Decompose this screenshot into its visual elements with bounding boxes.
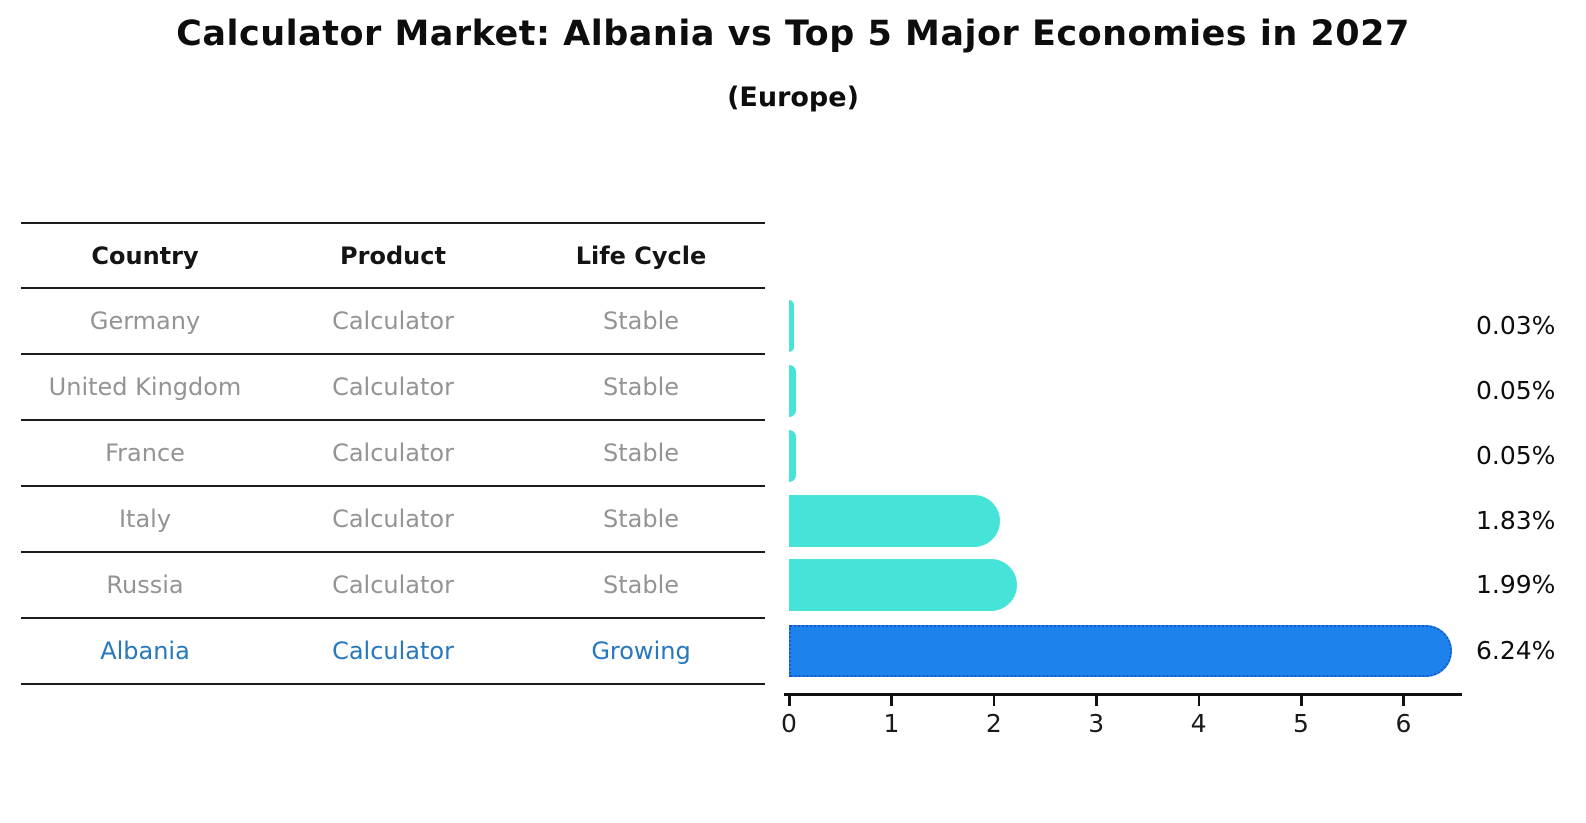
x-tick-label: 2 xyxy=(985,709,1002,738)
life-cycle-cell: Stable xyxy=(602,307,680,335)
x-tick-mark xyxy=(890,696,893,706)
x-tick-mark xyxy=(1300,696,1303,706)
life-cycle-cell: Stable xyxy=(602,439,680,467)
x-tick-mark xyxy=(788,696,791,706)
table-row-russia: Russia Calculator Stable xyxy=(21,553,765,619)
bar-france xyxy=(789,430,796,482)
x-tick-6: 6 xyxy=(1379,696,1427,738)
value-label-albania: 6.24% xyxy=(1476,636,1556,665)
chart-subtitle: (Europe) xyxy=(727,82,859,113)
table-row-united-kingdom: United Kingdom Calculator Stable xyxy=(21,355,765,421)
table-row-italy: Italy Calculator Stable xyxy=(21,487,765,553)
life-cycle-cell: Stable xyxy=(602,571,680,599)
column-header-country: Country xyxy=(91,241,199,270)
product-cell: Calculator xyxy=(332,373,454,401)
x-axis: 0 1 2 3 4 5 6 xyxy=(781,693,1462,753)
chart-title: Calculator Market: Albania vs Top 5 Majo… xyxy=(176,14,1410,54)
x-tick-mark xyxy=(1095,696,1098,706)
value-label-russia: 1.99% xyxy=(1476,570,1556,599)
bar-row-germany: 0.03% xyxy=(789,300,1555,352)
x-tick-mark xyxy=(1402,696,1405,706)
bar-germany xyxy=(789,300,794,352)
value-label-germany: 0.03% xyxy=(1476,311,1556,340)
x-tick-mark xyxy=(1197,696,1201,706)
x-tick-label: 4 xyxy=(1190,709,1207,738)
product-cell: Calculator xyxy=(332,505,454,533)
bar-row-united-kingdom: 0.05% xyxy=(789,365,1555,417)
x-tick-5: 5 xyxy=(1277,696,1325,738)
country-cell: Russia xyxy=(106,571,184,599)
bar-row-italy: 1.83% xyxy=(789,495,1555,547)
x-axis-line xyxy=(784,693,1462,696)
bar-row-france: 0.05% xyxy=(789,430,1555,482)
bar-russia xyxy=(789,559,1017,611)
x-tick-label: 0 xyxy=(781,709,797,738)
value-label-united-kingdom: 0.05% xyxy=(1476,376,1556,405)
column-header-product: Product xyxy=(340,241,446,270)
country-cell: Albania xyxy=(100,637,190,665)
bars-area: 0.03% 0.05% 0.05% 1.83% 1.99% 6.24% xyxy=(789,300,1555,690)
country-cell: France xyxy=(105,439,185,467)
country-cell: Italy xyxy=(118,505,172,533)
life-cycle-cell: Growing xyxy=(591,637,691,665)
table-row-france: France Calculator Stable xyxy=(21,421,765,487)
x-tick-mark xyxy=(992,696,996,706)
x-tick-3: 3 xyxy=(1072,696,1120,738)
bar-albania-highlighted xyxy=(789,625,1453,677)
country-cell: Germany xyxy=(89,307,201,335)
product-cell: Calculator xyxy=(332,307,454,335)
table-row-albania: Albania Calculator Growing xyxy=(21,619,765,685)
x-tick-0: 0 xyxy=(765,696,813,738)
column-header-life-cycle: Life Cycle xyxy=(575,241,707,270)
x-tick-label: 3 xyxy=(1088,709,1105,738)
x-tick-label: 5 xyxy=(1293,709,1309,738)
x-tick-4: 4 xyxy=(1175,696,1223,738)
bar-row-albania: 6.24% xyxy=(789,625,1555,677)
product-cell: Calculator xyxy=(332,571,454,599)
bar-row-russia: 1.99% xyxy=(789,559,1555,611)
value-label-italy: 1.83% xyxy=(1476,506,1556,535)
bar-italy xyxy=(789,495,1001,547)
table-header-row: Country Product Life Cycle xyxy=(21,224,765,289)
x-tick-2: 2 xyxy=(970,696,1018,738)
country-cell: United Kingdom xyxy=(48,373,242,401)
life-cycle-cell: Stable xyxy=(602,505,680,533)
summary-table: Country Product Life Cycle Germany Calcu… xyxy=(21,222,765,685)
x-tick-label: 1 xyxy=(883,709,900,738)
product-cell: Calculator xyxy=(332,439,454,467)
x-tick-1: 1 xyxy=(867,696,915,738)
life-cycle-cell: Stable xyxy=(602,373,680,401)
table-row-germany: Germany Calculator Stable xyxy=(21,289,765,355)
bar-united-kingdom xyxy=(789,365,796,417)
x-tick-label: 6 xyxy=(1395,709,1412,738)
value-label-france: 0.05% xyxy=(1476,441,1556,470)
product-cell: Calculator xyxy=(332,637,454,665)
